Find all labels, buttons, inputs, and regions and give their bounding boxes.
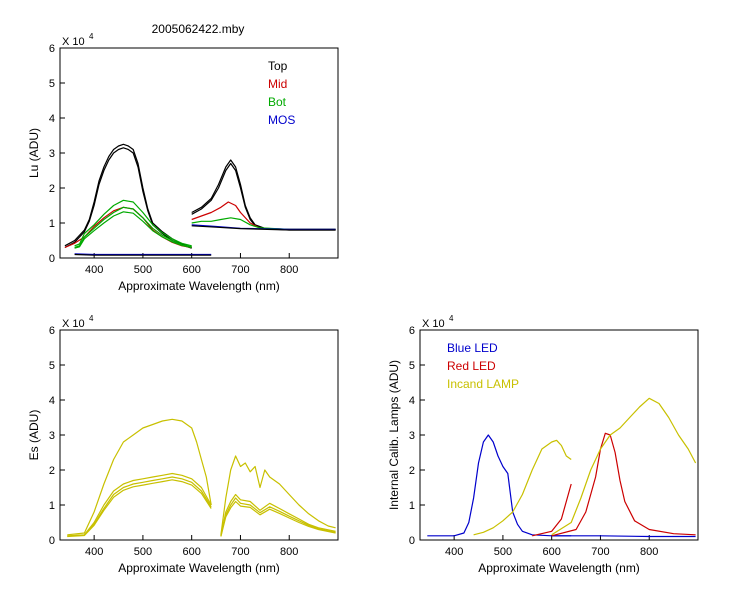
- y-tick-label: 3: [49, 430, 55, 442]
- y-tick-label: 1: [49, 500, 55, 512]
- y-tick-label: 2: [49, 465, 55, 477]
- y-tick-label: 2: [409, 465, 415, 477]
- series-line-es: [67, 479, 212, 538]
- y-tick-label: 5: [49, 78, 55, 90]
- series-line-top: [191, 162, 336, 231]
- series-line-es: [220, 493, 336, 536]
- y-tick-label: 6: [49, 43, 55, 55]
- y-tick-label: 4: [49, 395, 55, 407]
- x-tick-label: 400: [85, 264, 103, 276]
- series-line-es: [220, 500, 336, 537]
- series-line-red-led: [532, 483, 572, 537]
- x-tick-label: 500: [134, 546, 152, 558]
- series-line-bot: [74, 199, 192, 247]
- x-tick-label: 800: [280, 546, 298, 558]
- series-line-es: [220, 497, 336, 537]
- chart-panel-es: 400 500 600 700 800 0 1 2 3 4 5 6 X 10 4 Approximate W…: [27, 314, 339, 575]
- y-tick-label: 0: [409, 535, 415, 547]
- y-tick-label: 0: [49, 535, 55, 547]
- x-tick-label: 500: [134, 264, 152, 276]
- x-tick-label: 800: [280, 264, 298, 276]
- x-axis-label: Approximate Wavelength (nm): [118, 561, 280, 575]
- y-multiplier-label: X 10: [62, 318, 85, 330]
- x-tick-label: 700: [231, 546, 249, 558]
- y-tick-label: 5: [49, 360, 55, 372]
- x-tick-label: 400: [445, 546, 463, 558]
- chart-panel-lamps: 400 500 600 700 800 0 1 2 3 4 5 6 X 10 4 Approximate W…: [387, 314, 699, 575]
- y-axis-label: Es (ADU): [27, 410, 41, 461]
- series-line-red-led: [551, 432, 696, 537]
- y-tick-label: 0: [49, 253, 55, 265]
- x-axis-label: Approximate Wavelength (nm): [478, 561, 640, 575]
- y-tick-label: 1: [49, 218, 55, 230]
- legend-entry-bot: Bot: [268, 95, 287, 109]
- y-multiplier-label: X 10: [422, 318, 445, 330]
- y-multiplier-label: X 10: [62, 36, 85, 48]
- y-tick-label: 1: [409, 500, 415, 512]
- x-axis-label: Approximate Wavelength (nm): [118, 279, 280, 293]
- y-tick-label: 4: [49, 113, 55, 125]
- y-multiplier-exponent: 4: [89, 314, 94, 323]
- x-tick-label: 600: [183, 264, 201, 276]
- y-tick-label: 2: [49, 183, 55, 195]
- series-line-mid: [191, 201, 336, 230]
- series-line-es: [67, 418, 212, 536]
- x-tick-label: 700: [231, 264, 249, 276]
- series-line-es: [67, 476, 212, 537]
- y-axis-label: Lu (ADU): [27, 128, 41, 178]
- series-line-top: [191, 225, 336, 231]
- y-tick-label: 6: [409, 325, 415, 337]
- legend-entry-mos: MOS: [268, 113, 295, 127]
- legend-entry-top: Top: [268, 59, 288, 73]
- x-tick-label: 500: [494, 546, 512, 558]
- x-tick-label: 400: [85, 546, 103, 558]
- series-line-incand-lamp: [473, 439, 572, 536]
- legend-entry-red-led: Red LED: [447, 359, 496, 373]
- legend-entry-incand-lamp: Incand LAMP: [447, 377, 519, 391]
- chart-panel-lu: 400 500 600 700 800 0 1 2 3 4 5 6 X 10 4 Approximate W…: [27, 32, 339, 293]
- y-tick-label: 4: [409, 395, 415, 407]
- x-tick-label: 600: [543, 546, 561, 558]
- legend-entry-blue-led: Blue LED: [447, 341, 498, 355]
- y-tick-label: 3: [409, 430, 415, 442]
- series-line-es: [67, 472, 212, 537]
- y-tick-label: 5: [409, 360, 415, 372]
- y-multiplier-exponent: 4: [449, 314, 454, 323]
- legend-entry-mid: Mid: [268, 77, 287, 91]
- series-line-top: [74, 253, 212, 256]
- series-line-incand-lamp: [551, 397, 697, 536]
- y-tick-label: 6: [49, 325, 55, 337]
- y-tick-label: 3: [49, 148, 55, 160]
- series-line-top: [64, 143, 192, 249]
- series-line-top: [191, 159, 336, 230]
- series-line-mos: [74, 253, 212, 256]
- figure-title: 2005062422.mby: [152, 22, 245, 36]
- y-multiplier-exponent: 4: [89, 32, 94, 41]
- series-line-blue-led: [427, 434, 572, 537]
- y-axis-label: Internal Calib. Lamps (ADU): [387, 360, 401, 510]
- x-tick-label: 600: [183, 546, 201, 558]
- series-line-blue-led: [551, 535, 696, 538]
- series-line-es: [220, 455, 336, 535]
- x-tick-label: 700: [591, 546, 609, 558]
- series-line-bot: [74, 206, 192, 249]
- x-tick-label: 800: [640, 546, 658, 558]
- series-line-bot: [74, 211, 192, 249]
